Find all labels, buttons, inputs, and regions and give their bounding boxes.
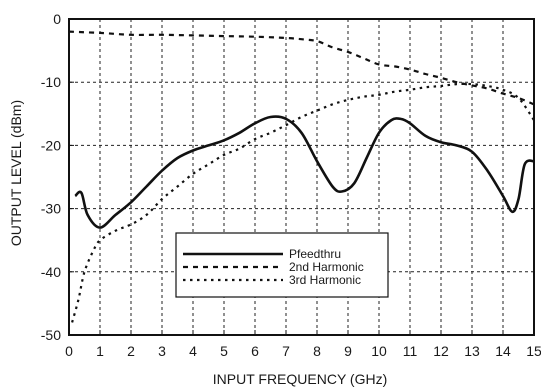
x-tick-label-1: 1 bbox=[96, 343, 104, 359]
x-tick-label-11: 11 bbox=[403, 343, 418, 359]
x-tick-label-7: 7 bbox=[282, 343, 290, 359]
x-tick-label-6: 6 bbox=[251, 343, 259, 359]
y-axis-ticks: 0 -10 -20 -30 -40 -50 bbox=[41, 11, 74, 343]
x-tick-label-14: 14 bbox=[495, 343, 511, 359]
x-axis-ticks: 0 1 2 3 4 5 6 7 8 9 10 11 12 13 14 15 bbox=[65, 330, 541, 359]
x-tick-label-8: 8 bbox=[313, 343, 321, 359]
legend-label-0: Pfeedthru bbox=[289, 247, 341, 261]
y-tick-label-1: -10 bbox=[41, 74, 61, 90]
x-tick-label-5: 5 bbox=[220, 343, 228, 359]
series-lines bbox=[68, 30, 535, 323]
series-line-0 bbox=[74, 115, 535, 229]
y-tick-label-4: -40 bbox=[41, 264, 61, 280]
x-axis-label: INPUT FREQUENCY (GHz) bbox=[213, 371, 388, 387]
y-tick-label-5: -50 bbox=[41, 327, 61, 343]
x-tick-label-0: 0 bbox=[65, 343, 73, 359]
legend-label-2: 3rd Harmonic bbox=[289, 273, 361, 287]
x-tick-label-15: 15 bbox=[526, 343, 541, 359]
y-tick-label-0: 0 bbox=[53, 11, 61, 27]
series-line-2 bbox=[71, 82, 535, 323]
x-tick-label-9: 9 bbox=[344, 343, 352, 359]
series-line-1 bbox=[68, 30, 535, 106]
grid-lines bbox=[69, 19, 534, 335]
x-tick-label-12: 12 bbox=[433, 343, 449, 359]
x-tick-label-10: 10 bbox=[371, 343, 387, 359]
y-axis-label: OUTPUT LEVEL (dBm) bbox=[8, 100, 24, 246]
y-tick-label-3: -30 bbox=[41, 201, 61, 217]
legend-label-1: 2nd Harmonic bbox=[289, 260, 364, 274]
x-tick-label-2: 2 bbox=[127, 343, 135, 359]
x-tick-label-13: 13 bbox=[464, 343, 480, 359]
legend-box bbox=[175, 232, 389, 298]
y-tick-label-2: -20 bbox=[41, 137, 61, 153]
x-tick-label-3: 3 bbox=[158, 343, 166, 359]
x-tick-label-4: 4 bbox=[189, 343, 197, 359]
plot-frame bbox=[68, 18, 535, 336]
